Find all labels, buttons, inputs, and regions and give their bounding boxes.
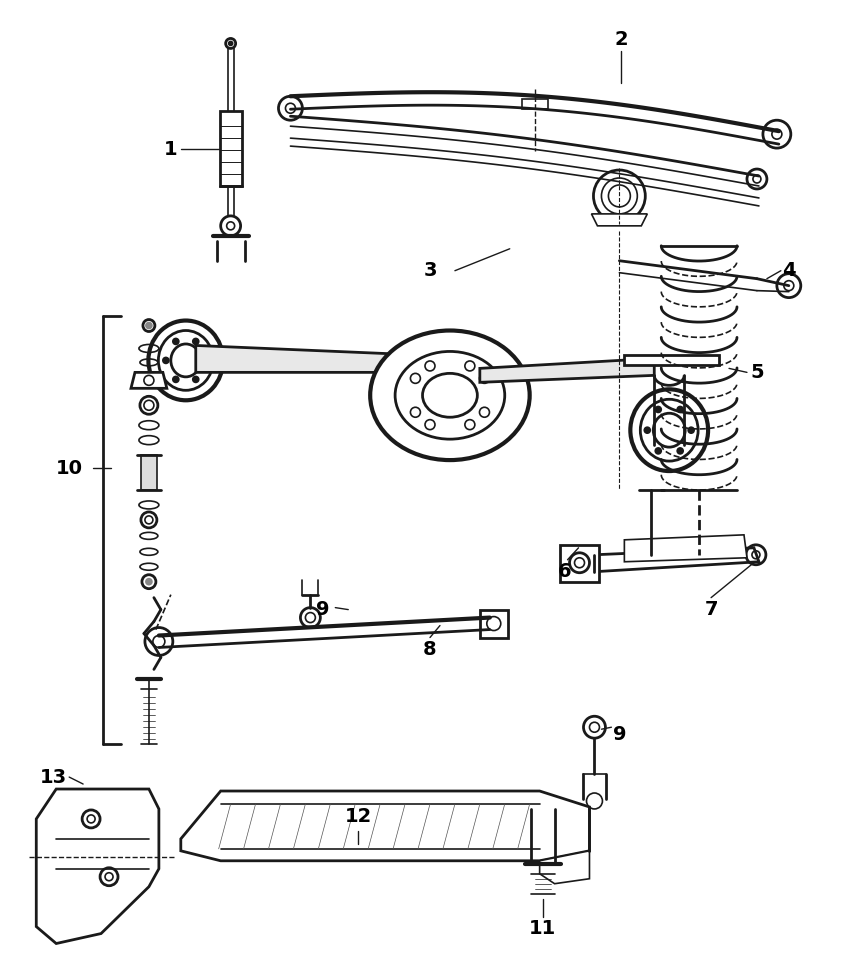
Circle shape [228, 42, 233, 46]
Circle shape [172, 376, 178, 382]
Circle shape [688, 427, 694, 433]
Polygon shape [181, 791, 589, 861]
Polygon shape [141, 455, 157, 490]
Ellipse shape [422, 373, 477, 417]
Ellipse shape [631, 389, 708, 471]
Ellipse shape [148, 321, 223, 401]
Text: 8: 8 [423, 640, 437, 659]
Circle shape [656, 448, 662, 454]
Circle shape [677, 448, 683, 454]
Text: 13: 13 [39, 767, 67, 787]
Text: 9: 9 [316, 600, 329, 619]
Circle shape [146, 579, 152, 585]
Ellipse shape [171, 344, 201, 377]
Polygon shape [480, 359, 655, 382]
Circle shape [163, 358, 169, 364]
Polygon shape [559, 545, 600, 582]
Circle shape [143, 320, 155, 332]
Circle shape [677, 407, 683, 412]
Polygon shape [220, 111, 242, 186]
Text: 10: 10 [56, 458, 82, 478]
Circle shape [656, 407, 662, 412]
Text: 3: 3 [423, 261, 437, 280]
Circle shape [172, 338, 178, 344]
Polygon shape [36, 789, 159, 944]
Text: 12: 12 [345, 807, 372, 827]
Ellipse shape [640, 400, 698, 461]
Text: 5: 5 [750, 363, 764, 382]
Circle shape [644, 427, 650, 433]
Text: 2: 2 [614, 30, 628, 49]
Circle shape [202, 358, 208, 364]
Ellipse shape [159, 331, 213, 390]
Polygon shape [196, 345, 430, 372]
Polygon shape [480, 609, 508, 638]
Polygon shape [591, 214, 647, 226]
Text: 6: 6 [558, 563, 571, 581]
Ellipse shape [396, 351, 505, 439]
Circle shape [193, 338, 199, 344]
Text: 4: 4 [782, 261, 795, 280]
Text: 9: 9 [613, 724, 626, 744]
Ellipse shape [653, 413, 686, 448]
Polygon shape [522, 99, 547, 109]
Text: 11: 11 [529, 919, 556, 938]
Polygon shape [625, 535, 747, 562]
Text: 7: 7 [704, 600, 718, 619]
Text: 1: 1 [164, 139, 178, 159]
Polygon shape [595, 548, 759, 571]
Polygon shape [625, 356, 719, 366]
Ellipse shape [370, 331, 529, 460]
Circle shape [193, 376, 199, 382]
Polygon shape [131, 372, 166, 388]
Circle shape [146, 323, 152, 329]
Polygon shape [540, 851, 589, 883]
